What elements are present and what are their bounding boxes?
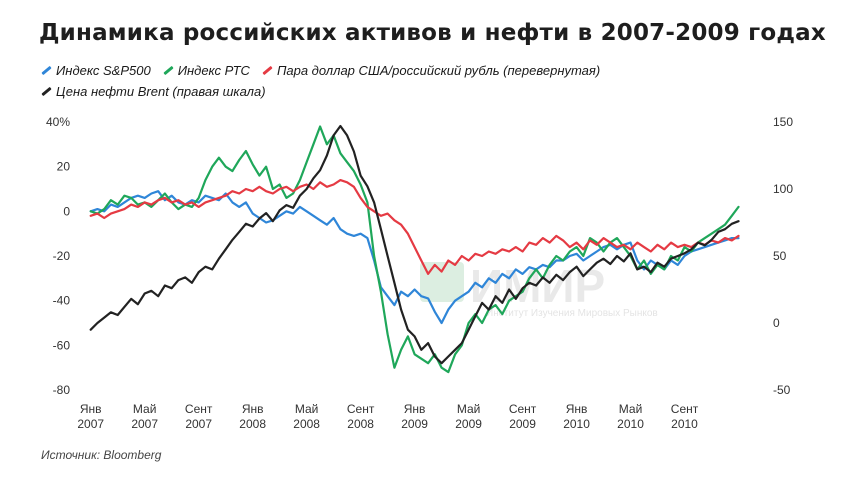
watermark-logo-icon [420,262,464,302]
y-axis-left: 40% 20 0 -20 -40 -60 -80 [46,115,70,397]
source-note: Источник: Bloomberg [41,448,162,462]
y-left-tick-label: 0 [63,204,70,218]
legend-label-brent: Цена нефти Brent (правая шкала) [56,84,266,99]
series-line-usdrub [89,179,740,275]
x-tick-label-month: Май [457,402,481,416]
x-tick-label-month: Сент [185,402,213,416]
x-tick-label-year: 2009 [509,417,536,431]
legend-row-2: Цена нефти Brent (правая шкала) [41,84,266,99]
x-tick-label-month: Сент [509,402,537,416]
legend-item-rts: Индекс РТС [163,63,250,78]
x-tick-label-year: 2007 [131,417,158,431]
x-tick-label-year: 2007 [77,417,104,431]
y-left-tick-label: 20 [57,160,71,174]
y-left-tick-label: -60 [53,338,71,352]
x-tick-label-month: Янв [80,402,102,416]
x-tick-label-year: 2007 [185,417,212,431]
y-left-tick-label: 40% [46,115,70,129]
x-tick-label-year: 2010 [563,417,590,431]
watermark-subtitle: Институт Изучения Мировых Рынков [486,308,658,319]
x-tick-label-month: Янв [404,402,426,416]
chart-title: Динамика российских активов и нефти в 20… [39,20,826,46]
x-tick-label-month: Янв [566,402,588,416]
series-line-brent [89,124,740,365]
legend-item-brent: Цена нефти Brent (правая шкала) [41,84,266,99]
x-tick-label-year: 2010 [671,417,698,431]
y-right-tick-label: 150 [773,115,793,129]
y-right-tick-label: 50 [773,249,787,263]
legend-label-sp500: Индекс S&P500 [56,63,151,78]
x-tick-label-year: 2009 [401,417,428,431]
x-tick-label-year: 2008 [293,417,320,431]
y-right-tick-label: 100 [773,182,793,196]
legend-label-rts: Индекс РТС [177,63,250,78]
x-tick-label-month: Май [295,402,319,416]
x-tick-label-month: Май [619,402,643,416]
y-left-tick-label: -20 [53,249,71,263]
y-right-tick-label: 0 [773,316,780,330]
x-tick-label-year: 2008 [347,417,374,431]
x-tick-label-month: Сент [671,402,699,416]
x-tick-label-year: 2010 [617,417,644,431]
x-tick-label-month: Янв [242,402,264,416]
x-tick-label-month: Сент [347,402,375,416]
y-axis-right: 150 100 50 0 -50 [773,115,793,397]
legend-item-sp500: Индекс S&P500 [41,63,151,78]
y-left-tick-label: -80 [53,383,71,397]
legend-row-1: Индекс S&P500 Индекс РТС Пара доллар США… [41,63,600,78]
x-tick-label-year: 2008 [239,417,266,431]
y-left-tick-label: -40 [53,294,71,308]
x-tick-label-year: 2009 [455,417,482,431]
legend-item-usdrub: Пара доллар США/российский рубль (переве… [262,63,600,78]
legend-label-usdrub: Пара доллар США/российский рубль (переве… [276,63,601,78]
x-axis: Янв2007Май2007Сент2007Янв2008Май2008Сент… [77,402,698,431]
x-tick-label-month: Май [133,402,157,416]
series-line-sp500 [89,190,740,325]
y-right-tick-label: -50 [773,383,791,397]
series-layer [89,124,740,374]
